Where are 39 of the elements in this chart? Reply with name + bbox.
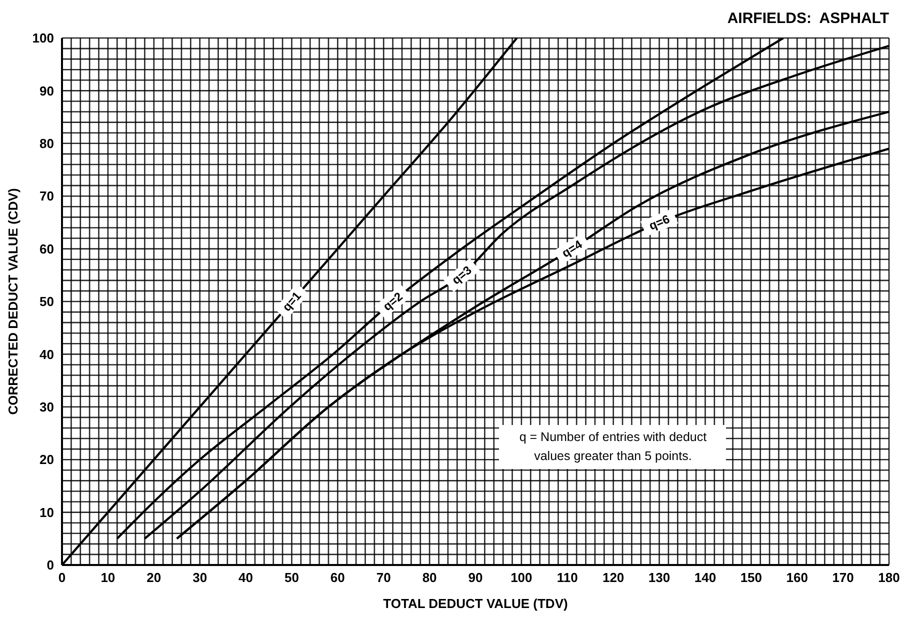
series-label: q=2 <box>380 289 406 314</box>
y-tick-label: 30 <box>40 400 54 415</box>
x-tick-label: 70 <box>376 570 391 586</box>
y-tick-label: 90 <box>40 83 54 98</box>
x-tick-label: 40 <box>238 570 254 586</box>
x-tick-label: 160 <box>786 570 808 586</box>
y-tick-label: 80 <box>40 136 54 152</box>
x-tick-label: 90 <box>468 570 483 586</box>
y-tick-label: 0 <box>46 558 54 573</box>
y-tick-label: 50 <box>40 294 54 310</box>
x-tick-label: 50 <box>284 570 299 586</box>
x-tick-label: 100 <box>510 570 532 586</box>
y-axis-title: CORRECTED DEDUCT VALUE (CDV) <box>6 188 21 415</box>
x-tick-label: 180 <box>878 570 900 586</box>
y-tick-label: 40 <box>40 346 54 362</box>
x-tick-label: 80 <box>422 570 437 586</box>
y-tick-label: 100 <box>32 30 54 46</box>
y-tick-label: 20 <box>40 452 54 468</box>
x-tick-label: 30 <box>192 570 208 586</box>
x-tick-label: 130 <box>648 570 670 586</box>
x-tick-label: 110 <box>556 570 578 586</box>
chart-title: AIRFIELDS: ASPHALT <box>727 10 889 27</box>
x-tick-label: 170 <box>832 570 854 586</box>
series-label: q=3 <box>449 262 475 288</box>
y-tick-label: 70 <box>40 188 54 204</box>
x-tick-label: 120 <box>602 570 624 586</box>
x-tick-label: 10 <box>100 570 116 586</box>
x-tick-label: 60 <box>330 570 345 586</box>
y-tick-label: 10 <box>40 504 54 520</box>
note-box: q = Number of entries with deduct values greater than 5 points. <box>499 424 726 469</box>
series-label: q=6 <box>646 212 672 233</box>
x-tick-label: 150 <box>740 570 762 586</box>
y-tick-label: 60 <box>40 241 54 256</box>
x-tick-label: 20 <box>146 570 162 586</box>
x-tick-label: 0 <box>58 570 66 586</box>
x-axis-title: TOTAL DEDUCT VALUE (TDV) <box>383 596 568 611</box>
series-label: q=1 <box>280 288 304 314</box>
series-label: q=4 <box>559 237 585 260</box>
x-tick-label: 140 <box>694 570 716 586</box>
